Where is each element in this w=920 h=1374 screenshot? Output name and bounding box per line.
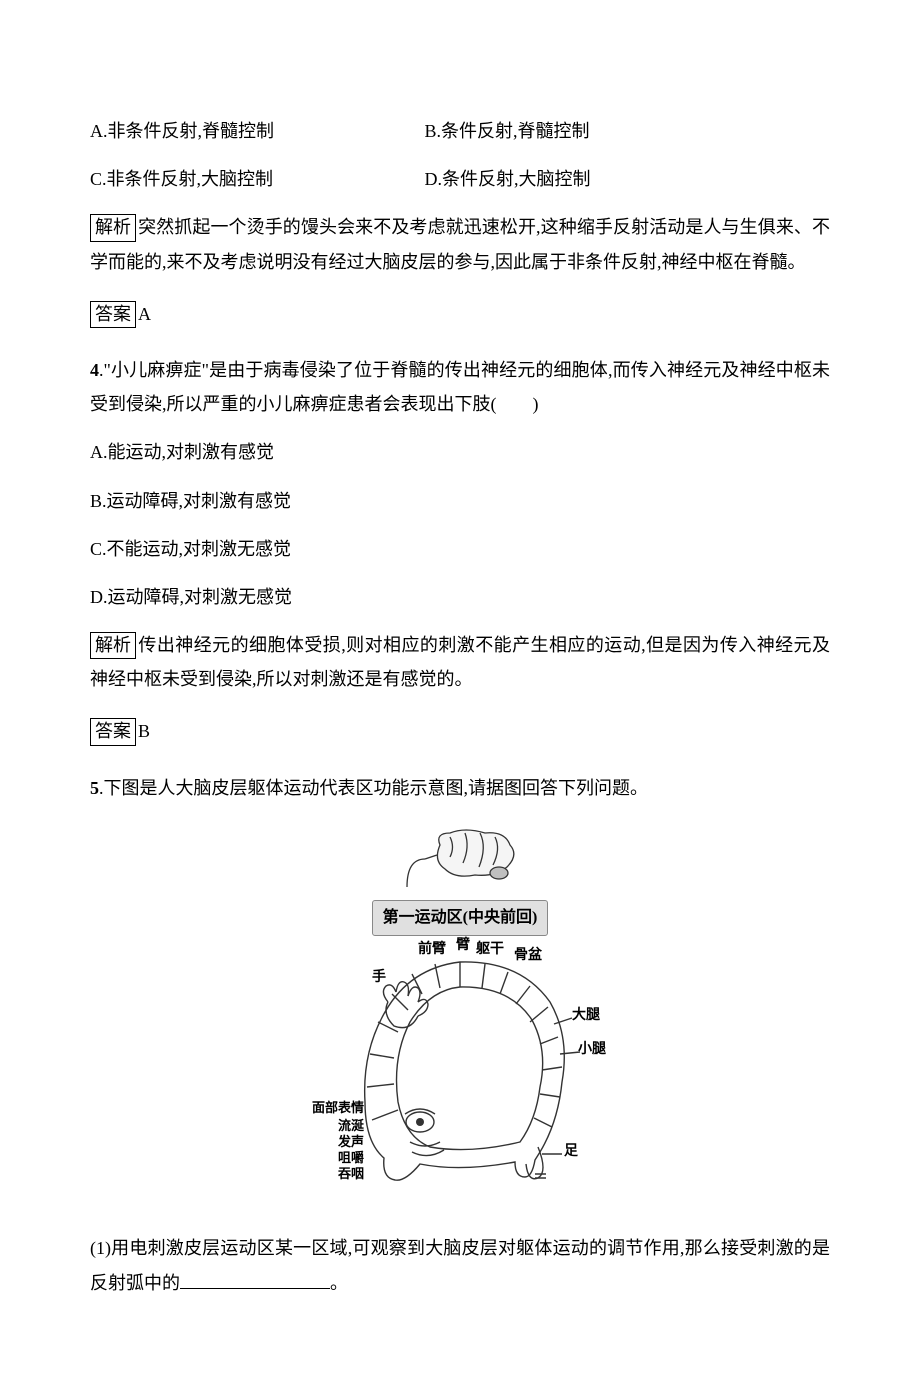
q4-number: 4: [90, 360, 99, 380]
q3-answer: A: [138, 304, 151, 324]
q4-option-b: B.运动障碍,对刺激有感觉: [90, 484, 830, 518]
q4-explain-label: 解析: [90, 632, 136, 659]
q3-option-c: C.非条件反射,大脑控制: [90, 162, 420, 196]
q5-sub1-b: 。: [330, 1273, 348, 1293]
q3-explain-text: 突然抓起一个烫手的馒头会来不及考虑就迅速松开,这种缩手反射活动是人与生俱来、不学…: [90, 217, 830, 271]
label-trunk: 躯干: [476, 942, 504, 957]
label-face: 面部表情: [312, 1100, 364, 1116]
q4-option-a: A.能运动,对刺激有感觉: [90, 435, 830, 469]
label-foot: 足: [564, 1144, 578, 1159]
q3-option-b: B.条件反射,脊髓控制: [425, 121, 590, 141]
label-swallow: 吞咽: [338, 1166, 364, 1182]
q4-answer-label: 答案: [90, 718, 136, 745]
label-hand: 手: [372, 970, 386, 985]
q5-sub1-blank: [180, 1270, 330, 1289]
q4-stem: ."小儿麻痹症"是由于病毒侵染了位于脊髓的传出神经元的细胞体,而传入神经元及神经…: [90, 360, 830, 414]
label-arm: 臂: [456, 938, 470, 953]
region-label: 第一运动区(中央前回): [372, 900, 549, 936]
q5-figure: 第一运动区(中央前回): [90, 825, 830, 1214]
brain-icon: [395, 825, 525, 895]
label-chew: 咀嚼: [338, 1150, 364, 1166]
q3-explain-label: 解析: [90, 214, 136, 241]
label-pelvis: 骨盆: [514, 948, 542, 963]
q4-explain-text: 传出神经元的细胞体受损,则对相应的刺激不能产生相应的运动,但是因为传入神经元及神…: [90, 635, 830, 689]
q3-option-a: A.非条件反射,脊髓控制: [90, 114, 420, 148]
label-saliva: 流涎: [338, 1118, 364, 1134]
homunculus-diagram: 前臂 臂 躯干 骨盆 大腿 小腿 足 手 面部表情 流涎 发声 咀嚼 吞咽: [310, 942, 610, 1202]
label-forearm: 前臂: [418, 942, 446, 957]
q3-answer-label: 答案: [90, 301, 136, 328]
label-thigh: 大腿: [572, 1008, 600, 1023]
q4-option-d: D.运动障碍,对刺激无感觉: [90, 580, 830, 614]
q4-answer: B: [138, 721, 150, 741]
q5-stem: .下图是人大脑皮层躯体运动代表区功能示意图,请据图回答下列问题。: [99, 778, 648, 798]
q4-option-c: C.不能运动,对刺激无感觉: [90, 532, 830, 566]
label-calf: 小腿: [578, 1042, 606, 1057]
q3-option-d: D.条件反射,大脑控制: [425, 169, 591, 189]
q5-number: 5: [90, 778, 99, 798]
label-voice: 发声: [338, 1134, 364, 1150]
